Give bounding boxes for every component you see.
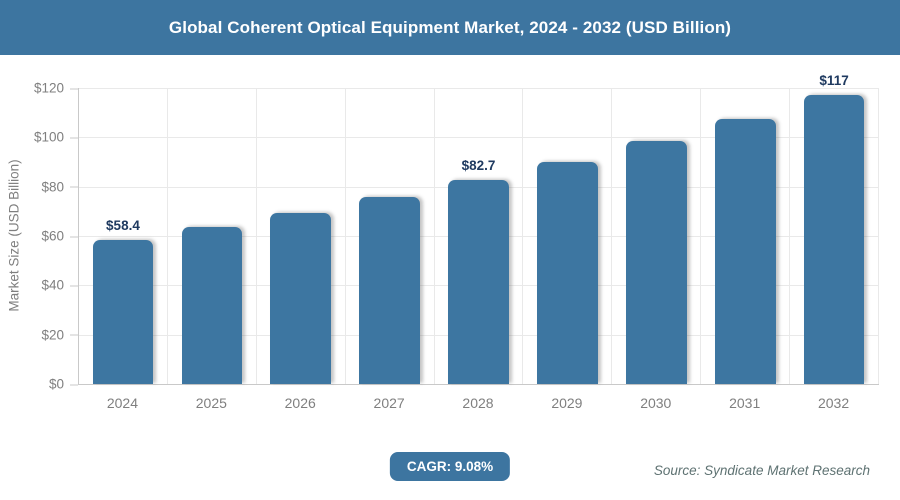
y-tick-20: $20 bbox=[41, 327, 78, 342]
bar-value-label-2024: $58.4 bbox=[106, 217, 140, 233]
bar-2029 bbox=[537, 161, 598, 384]
cagr-badge: CAGR: 9.08% bbox=[389, 452, 511, 481]
chart-title: Global Coherent Optical Equipment Market… bbox=[168, 17, 732, 37]
source-text: Source: Syndicate Market Research bbox=[653, 463, 870, 478]
y-tick-80: $80 bbox=[41, 179, 78, 194]
x-label-2029: 2029 bbox=[551, 395, 583, 411]
x-axis-labels: 2024 2025 2026 2027 2028 2029 2030 2031 2032 bbox=[78, 385, 878, 411]
y-tick-100: $100 bbox=[34, 130, 79, 145]
x-label-2026: 2026 bbox=[284, 395, 316, 411]
bar-value-label-2028: $82.7 bbox=[461, 158, 496, 174]
gridline-120 bbox=[79, 88, 879, 89]
bar-slot-2032: $117 bbox=[790, 73, 880, 384]
x-label-2031: 2031 bbox=[729, 395, 761, 411]
bar-slot-2030 bbox=[612, 88, 702, 384]
bar-slot-2025 bbox=[168, 88, 257, 384]
bar-2026 bbox=[270, 212, 332, 384]
bar-slot-2028: $82.7 bbox=[435, 88, 524, 384]
y-tick-40: $40 bbox=[41, 278, 78, 293]
x-label-2028: 2028 bbox=[462, 395, 494, 411]
bar-slot-2027 bbox=[346, 88, 435, 384]
bar-slot-2031 bbox=[701, 88, 791, 384]
bar-2024 bbox=[92, 239, 154, 384]
bar-2031 bbox=[714, 119, 776, 384]
bar-2027 bbox=[359, 197, 420, 384]
y-tick-0: $0 bbox=[49, 377, 79, 392]
bar-value-label-2032: $117 bbox=[819, 73, 849, 89]
bar-slot-2029 bbox=[523, 88, 613, 384]
x-label-2024: 2024 bbox=[106, 395, 139, 411]
x-label-2027: 2027 bbox=[373, 395, 405, 411]
x-label-2030: 2030 bbox=[640, 395, 672, 411]
bar-slot-2026 bbox=[257, 88, 346, 384]
x-label-2032: 2032 bbox=[817, 395, 850, 411]
bar-2028 bbox=[448, 180, 509, 384]
plot-area: $58.4 $82.7 $117 bbox=[78, 73, 880, 385]
x-label-2025: 2025 bbox=[195, 395, 227, 411]
y-tick-120: $120 bbox=[34, 81, 79, 96]
bar-2025 bbox=[181, 226, 243, 384]
bar-2032 bbox=[803, 95, 865, 384]
chart-title-bar: Global Coherent Optical Equipment Market… bbox=[0, 0, 900, 55]
bars-row: $58.4 $82.7 $117 bbox=[79, 73, 880, 384]
y-tick-60: $60 bbox=[41, 229, 78, 244]
y-axis-tick-labels: $0 $20 $40 $60 $80 $100 $120 bbox=[0, 81, 79, 392]
bar-slot-2024: $58.4 bbox=[79, 88, 168, 384]
gridline-100 bbox=[79, 137, 879, 139]
bar-2030 bbox=[625, 141, 687, 384]
